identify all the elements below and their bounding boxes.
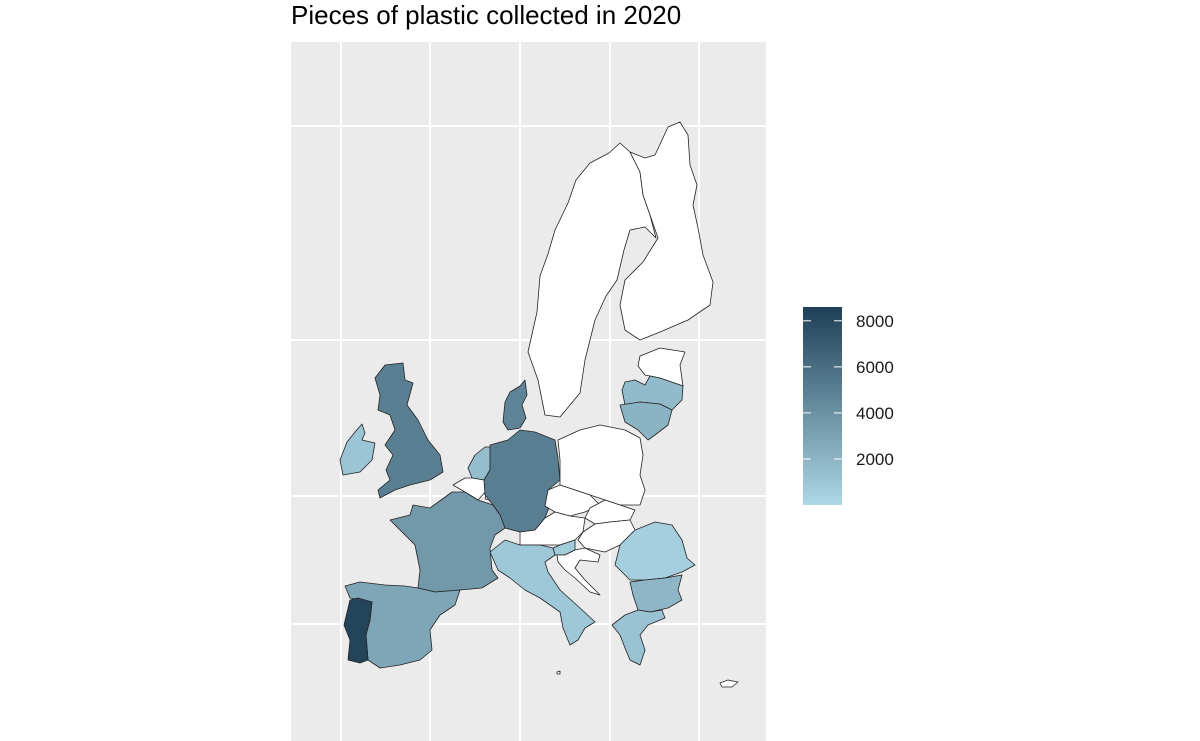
countries-layer	[339, 121, 739, 688]
map-title: Pieces of plastic collected in 2020	[291, 0, 682, 30]
region-malta[interactable]	[556, 670, 561, 675]
region-romania[interactable]	[614, 521, 696, 581]
legend-colorbar	[803, 307, 842, 505]
region-denmark[interactable]	[502, 379, 528, 431]
region-croatia[interactable]	[556, 547, 601, 596]
region-cyprus[interactable]	[719, 679, 739, 688]
region-greece[interactable]	[611, 609, 666, 666]
region-france[interactable]	[389, 491, 506, 593]
region-ireland[interactable]	[339, 423, 376, 476]
region-united-kingdom[interactable]	[374, 362, 444, 499]
legend-tick-label: 2000	[856, 450, 894, 469]
region-portugal[interactable]	[343, 597, 373, 664]
region-lithuania[interactable]	[619, 401, 673, 441]
legend-tick-label: 6000	[856, 358, 894, 377]
legend: 2000 4000 6000 8000	[803, 307, 894, 505]
legend-tick-label: 8000	[856, 312, 894, 331]
region-bulgaria[interactable]	[629, 574, 683, 613]
legend-tick-label: 4000	[856, 404, 894, 423]
region-italy[interactable]	[489, 539, 596, 646]
region-finland[interactable]	[619, 121, 714, 341]
